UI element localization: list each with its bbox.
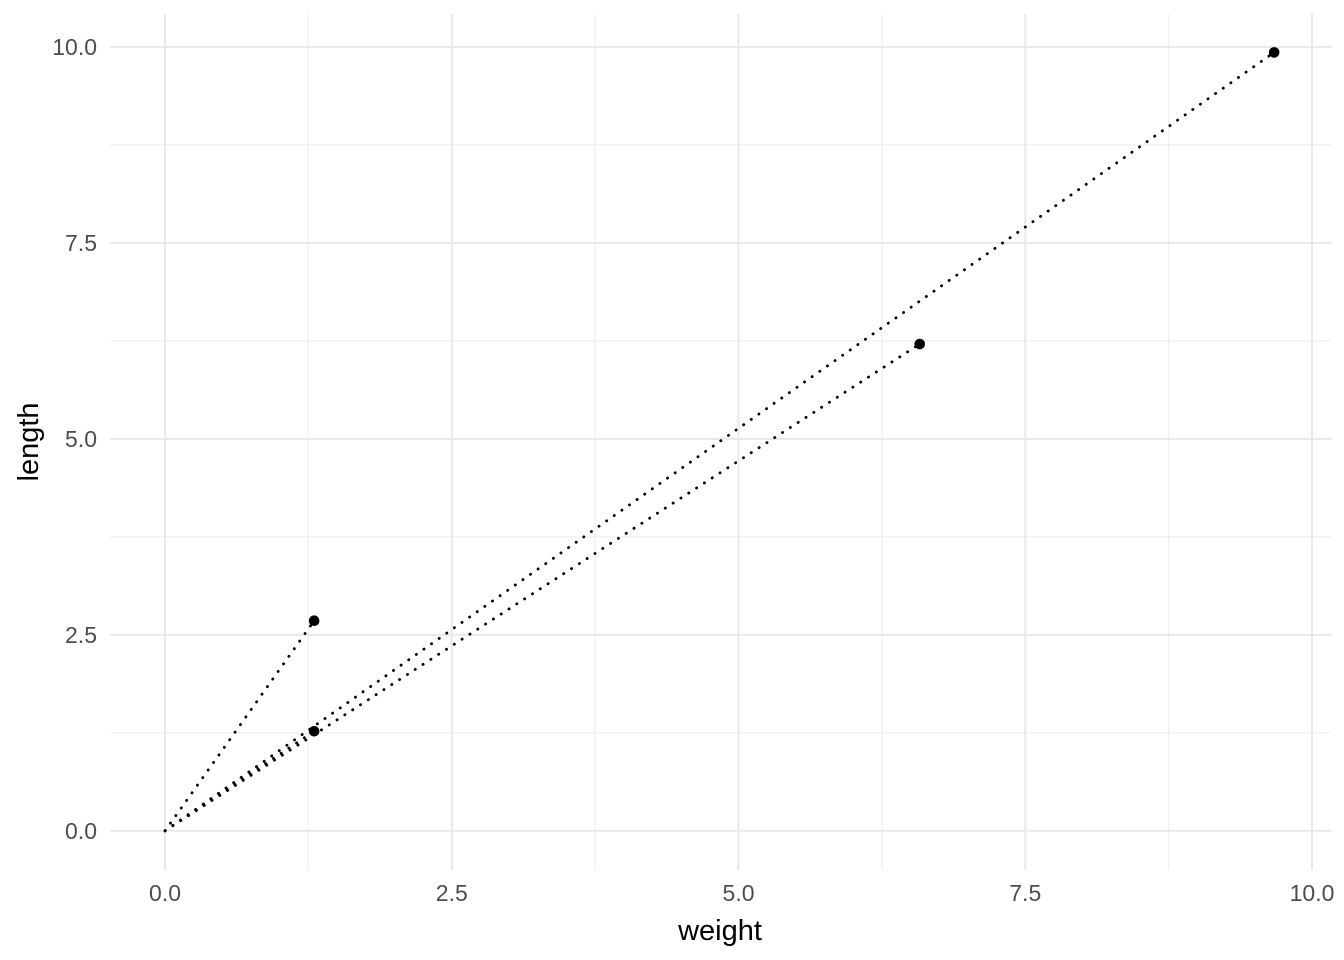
y-tick-label: 7.5 [65, 230, 97, 256]
y-tick-label: 0.0 [65, 818, 97, 844]
data-point [914, 338, 926, 350]
x-axis-title: weight [677, 915, 762, 947]
x-tick-label: 10.0 [1290, 880, 1335, 906]
y-tick-label: 5.0 [65, 426, 97, 452]
data-points [308, 47, 1280, 737]
x-tick-label: 5.0 [723, 880, 755, 906]
dotted-segment [163, 619, 316, 833]
data-point [308, 725, 320, 737]
y-tick-label: 2.5 [65, 622, 97, 648]
dotted-segment [163, 729, 316, 833]
y-axis-title: length [13, 402, 45, 481]
x-tick-label: 0.0 [149, 880, 181, 906]
dotted-segment [163, 51, 1276, 833]
data-point [1268, 47, 1280, 58]
x-tick-label: 7.5 [1009, 880, 1041, 906]
y-axis-tick-labels: 0.0 2.5 5.0 7.5 10.0 [52, 34, 97, 844]
data-point [308, 615, 320, 627]
x-axis-tick-labels: 0.0 2.5 5.0 7.5 10.0 [149, 880, 1334, 906]
x-tick-label: 2.5 [436, 880, 468, 906]
grid-major-lines [110, 14, 1332, 870]
y-tick-label: 10.0 [52, 34, 97, 60]
dotted-segment [163, 342, 922, 833]
origin-segments [163, 51, 1276, 833]
